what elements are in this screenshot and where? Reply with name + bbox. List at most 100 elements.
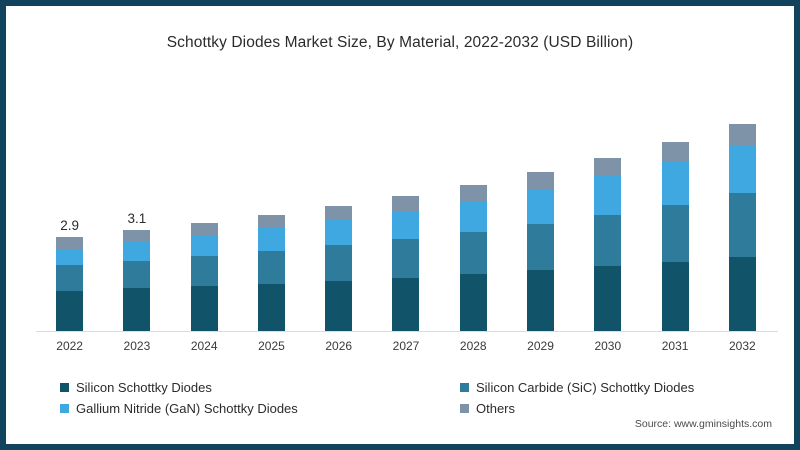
x-axis-tick-label: 2026 <box>325 339 353 353</box>
chart-title: Schottky Diodes Market Size, By Material… <box>166 34 634 51</box>
bar-stack[interactable] <box>527 172 555 332</box>
bar-stack[interactable] <box>594 158 622 332</box>
bar-group[interactable] <box>440 96 507 332</box>
x-axis-tick-label: 2029 <box>527 339 554 353</box>
legend-row-1: Silicon Schottky Diodes Silicon Carbide … <box>60 377 760 398</box>
x-axis-tick-label: 2024 <box>190 339 218 353</box>
bar-segment[interactable] <box>325 280 353 332</box>
bar-segment[interactable] <box>325 244 353 281</box>
legend-swatch-icon <box>60 383 69 392</box>
bar-segment[interactable] <box>56 265 84 291</box>
legend-label: Gallium Nitride (GaN) Schottky Diodes <box>76 401 298 416</box>
bar-segment[interactable] <box>123 230 151 243</box>
bar-segment[interactable] <box>123 260 151 289</box>
bar-segment[interactable] <box>728 123 756 145</box>
bar-group[interactable] <box>641 96 708 332</box>
bar-stack[interactable] <box>56 236 84 332</box>
bar-stack[interactable] <box>728 123 756 332</box>
bar-segment[interactable] <box>123 288 151 332</box>
bar-segment[interactable] <box>459 200 487 232</box>
bar-segment[interactable] <box>527 223 555 271</box>
legend-swatch-icon <box>60 404 69 413</box>
bar-segment[interactable] <box>392 238 420 278</box>
legend-row-2: Gallium Nitride (GaN) Schottky Diodes Ot… <box>60 398 760 419</box>
chart-legend: Silicon Schottky Diodes Silicon Carbide … <box>60 377 760 419</box>
bar-segment[interactable] <box>459 274 487 332</box>
bar-segment[interactable] <box>56 290 84 332</box>
bar-segment[interactable] <box>728 256 756 332</box>
bar-segment[interactable] <box>527 172 555 190</box>
bar-segment[interactable] <box>594 214 622 267</box>
legend-label: Others <box>476 401 516 416</box>
legend-swatch-icon <box>460 383 469 392</box>
bar-segment[interactable] <box>661 142 689 162</box>
bar-segment[interactable] <box>392 277 420 332</box>
bar-segment[interactable] <box>257 283 285 332</box>
bar-group[interactable] <box>372 96 439 332</box>
x-axis-tick-label: 2030 <box>594 339 622 353</box>
bar-value-label: 3.1 <box>127 211 147 227</box>
bar-stack[interactable] <box>459 185 487 332</box>
bar-segment[interactable] <box>392 195 420 211</box>
bar-group[interactable] <box>305 96 372 332</box>
source-attribution: Source: www.gminsights.com <box>634 418 772 430</box>
bar-segment[interactable] <box>257 228 285 251</box>
legend-item-silicon-carbide-schottky-diodes[interactable]: Silicon Carbide (SiC) Schottky Diodes <box>460 380 694 395</box>
bar-segment[interactable] <box>257 215 285 229</box>
legend-label: Silicon Schottky Diodes <box>76 380 212 395</box>
bar-group[interactable]: 2.9 <box>36 96 103 332</box>
bar-segment[interactable] <box>392 210 420 239</box>
legend-label: Silicon Carbide (SiC) Schottky Diodes <box>476 380 695 395</box>
bar-segment[interactable] <box>527 189 555 224</box>
bar-segment[interactable] <box>594 266 622 332</box>
bar-segment[interactable] <box>661 204 689 262</box>
x-axis-tick-label: 2022 <box>56 339 83 353</box>
x-axis-line <box>36 331 778 332</box>
plot-area: 2.9 3.1 <box>36 96 776 332</box>
bar-segment[interactable] <box>661 261 689 332</box>
bar-stack[interactable] <box>257 215 285 332</box>
legend-item-others[interactable]: Others <box>460 401 515 416</box>
bar-stack[interactable] <box>190 223 218 332</box>
bar-segment[interactable] <box>661 161 689 205</box>
legend-item-silicon-schottky-diodes[interactable]: Silicon Schottky Diodes <box>60 380 460 395</box>
bar-segment[interactable] <box>190 223 218 236</box>
bar-segment[interactable] <box>459 185 487 201</box>
x-axis-tick-label: 2023 <box>123 339 151 353</box>
x-axis-tick-label: 2031 <box>661 339 689 353</box>
bar-segment[interactable] <box>459 231 487 275</box>
bar-segment[interactable] <box>594 176 622 215</box>
bar-stack[interactable] <box>325 206 353 332</box>
bar-segment[interactable] <box>56 236 84 249</box>
bar-group[interactable] <box>171 96 238 332</box>
bar-group[interactable]: 3.1 <box>103 96 170 332</box>
bar-group[interactable] <box>238 96 305 332</box>
x-axis-tick-label: 2032 <box>729 339 756 353</box>
bar-group[interactable] <box>507 96 574 332</box>
bar-value-label: 2.9 <box>60 217 80 233</box>
bar-segment[interactable] <box>594 158 622 177</box>
x-axis-labels: 2022 2023 2024 2025 2026 2027 2028 2029 2030 2031… <box>36 339 776 361</box>
x-axis-tick-label: 2025 <box>258 339 285 353</box>
bar-segment[interactable] <box>257 250 285 284</box>
bar-segment[interactable] <box>527 270 555 332</box>
bar-stack[interactable] <box>661 142 689 332</box>
bar-segment[interactable] <box>325 219 353 245</box>
x-axis-tick-label: 2027 <box>392 339 420 353</box>
bar-stack[interactable] <box>392 195 420 332</box>
bar-segment[interactable] <box>190 286 218 332</box>
bar-group[interactable] <box>709 96 776 332</box>
legend-swatch-icon <box>460 404 469 413</box>
bar-segment[interactable] <box>728 144 756 193</box>
bar-group[interactable] <box>574 96 641 332</box>
x-axis-tick-label: 2028 <box>459 339 487 353</box>
bar-segment[interactable] <box>123 242 151 261</box>
bar-segment[interactable] <box>325 206 353 220</box>
bar-segment[interactable] <box>56 248 84 266</box>
legend-item-gallium-nitride-schottky-diodes[interactable]: Gallium Nitride (GaN) Schottky Diodes <box>60 401 460 416</box>
bar-stack[interactable] <box>123 230 151 332</box>
bar-segment[interactable] <box>190 235 218 256</box>
bar-segment[interactable] <box>190 255 218 287</box>
bar-segment[interactable] <box>728 192 756 257</box>
